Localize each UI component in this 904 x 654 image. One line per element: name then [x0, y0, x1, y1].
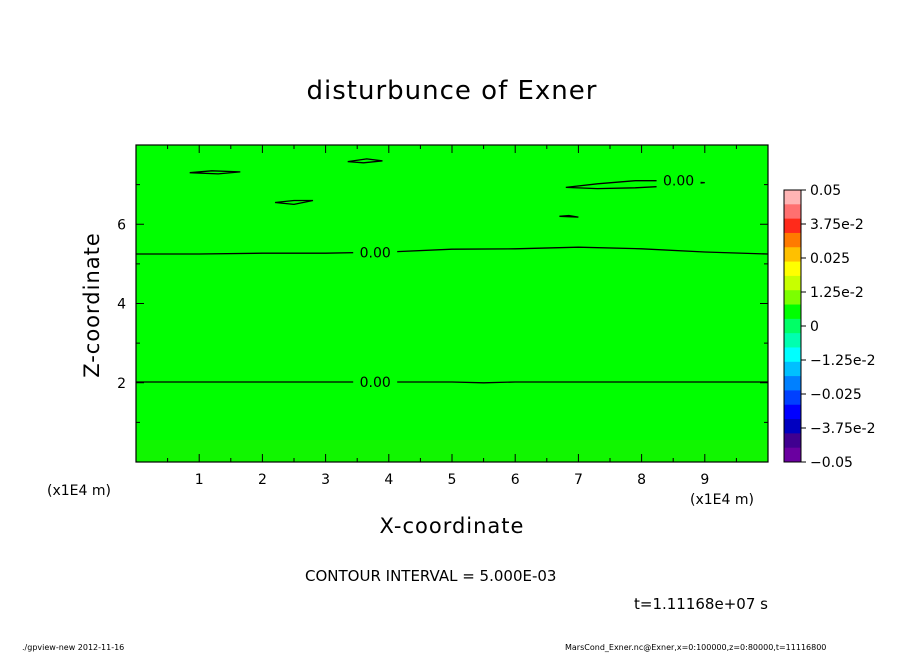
colorbar: 0.05 3.75e-2 0.025 1.25e-2 0 −1.25e-2 −0.025 −3… [783, 183, 875, 471]
colorbar-swatch-12 [784, 361, 801, 377]
x-tick-label-8: 8 [637, 472, 646, 488]
contour-label-0: 0.00 [360, 246, 391, 262]
colorbar-swatch-14 [784, 390, 801, 406]
contour-label-1: 0.00 [360, 375, 391, 391]
colorbar-swatch-8 [784, 304, 801, 320]
y-tick-label-4: 4 [117, 297, 126, 313]
colorbar-swatch-9 [784, 318, 801, 334]
colorbar-swatch-11 [784, 347, 801, 363]
y-tick-label-2: 2 [117, 376, 126, 392]
colorbar-swatch-4 [784, 247, 801, 263]
colorbar-swatch-3 [784, 232, 801, 248]
field-fill [136, 145, 768, 462]
x-axis-unit-label: (x1E4 m) [690, 492, 754, 508]
contour-label-bg-1 [353, 373, 398, 389]
colorbar-swatch-15 [784, 404, 801, 420]
colorbar-label-5: −1.25e-2 [810, 353, 875, 369]
colorbar-label-3: 1.25e-2 [810, 285, 864, 301]
axes-layer: 1 2 3 4 5 6 7 8 9 2 4 6 [117, 144, 769, 488]
x-tick-label-2: 2 [258, 472, 267, 488]
colorbar-swatch-18 [784, 447, 801, 463]
colorbar-swatch-10 [784, 333, 801, 348]
colorbar-swatch-7 [784, 290, 801, 306]
colorbar-swatch-5 [784, 261, 801, 277]
y-axis-unit-label: (x1E4 m) [47, 483, 111, 499]
contour-line-1 [136, 381, 768, 384]
contour-label-bg-0 [353, 244, 398, 260]
x-tick-label-9: 9 [700, 472, 709, 488]
contour-label-2: 0.00 [663, 174, 694, 190]
x-tick-label-5: 5 [448, 472, 457, 488]
colorbar-swatch-2 [784, 218, 801, 234]
x-tick-label-1: 1 [195, 472, 204, 488]
contour-interval-label: CONTOUR INTERVAL = 5.000E-03 [305, 567, 557, 585]
colorbar-swatch-6 [784, 275, 801, 291]
colorbar-swatch-1 [784, 204, 801, 220]
footer-left-text: ./gpview-new 2012-11-16 [22, 643, 125, 652]
contour-line-2 [565, 180, 705, 190]
colorbar-swatch-0 [784, 190, 801, 205]
colorbar-label-6: −0.025 [810, 387, 862, 403]
colorbar-label-2: 0.025 [810, 251, 850, 267]
colorbar-label-0: 0.05 [810, 183, 841, 199]
colorbar-swatch-17 [784, 433, 801, 449]
contour-label-bg-2 [656, 172, 701, 188]
y-tick-label-6: 6 [117, 217, 126, 233]
time-label: t=1.11168e+07 s [634, 595, 768, 613]
colorbar-label-1: 3.75e-2 [810, 217, 864, 233]
contour-line-0 [136, 246, 769, 255]
colorbar-label-8: −0.05 [810, 455, 853, 471]
chart-title: disturbunce of Exner [306, 76, 598, 106]
x-tick-label-6: 6 [511, 472, 520, 488]
colorbar-swatch-13 [784, 376, 801, 391]
colorbar-label-4: 0 [810, 319, 819, 335]
x-axis-label: X-coordinate [379, 514, 525, 538]
x-tick-label-3: 3 [321, 472, 330, 488]
x-tick-label-4: 4 [384, 472, 393, 488]
colorbar-label-7: −3.75e-2 [810, 421, 875, 437]
x-tick-label-7: 7 [574, 472, 583, 488]
contour-line-5 [274, 199, 314, 206]
field-bottom-band [136, 440, 768, 462]
contour-line-4 [347, 158, 383, 164]
colorbar-swatch-16 [784, 419, 801, 434]
contour-line-6 [559, 214, 579, 218]
contour-line-3 [189, 170, 241, 175]
footer-right-text: MarsCond_Exner.nc@Exner,x=0:100000,z=0:8… [565, 643, 827, 652]
plot-area [136, 145, 768, 462]
contour-layer: 0.00 0.00 0.00 [136, 158, 769, 391]
